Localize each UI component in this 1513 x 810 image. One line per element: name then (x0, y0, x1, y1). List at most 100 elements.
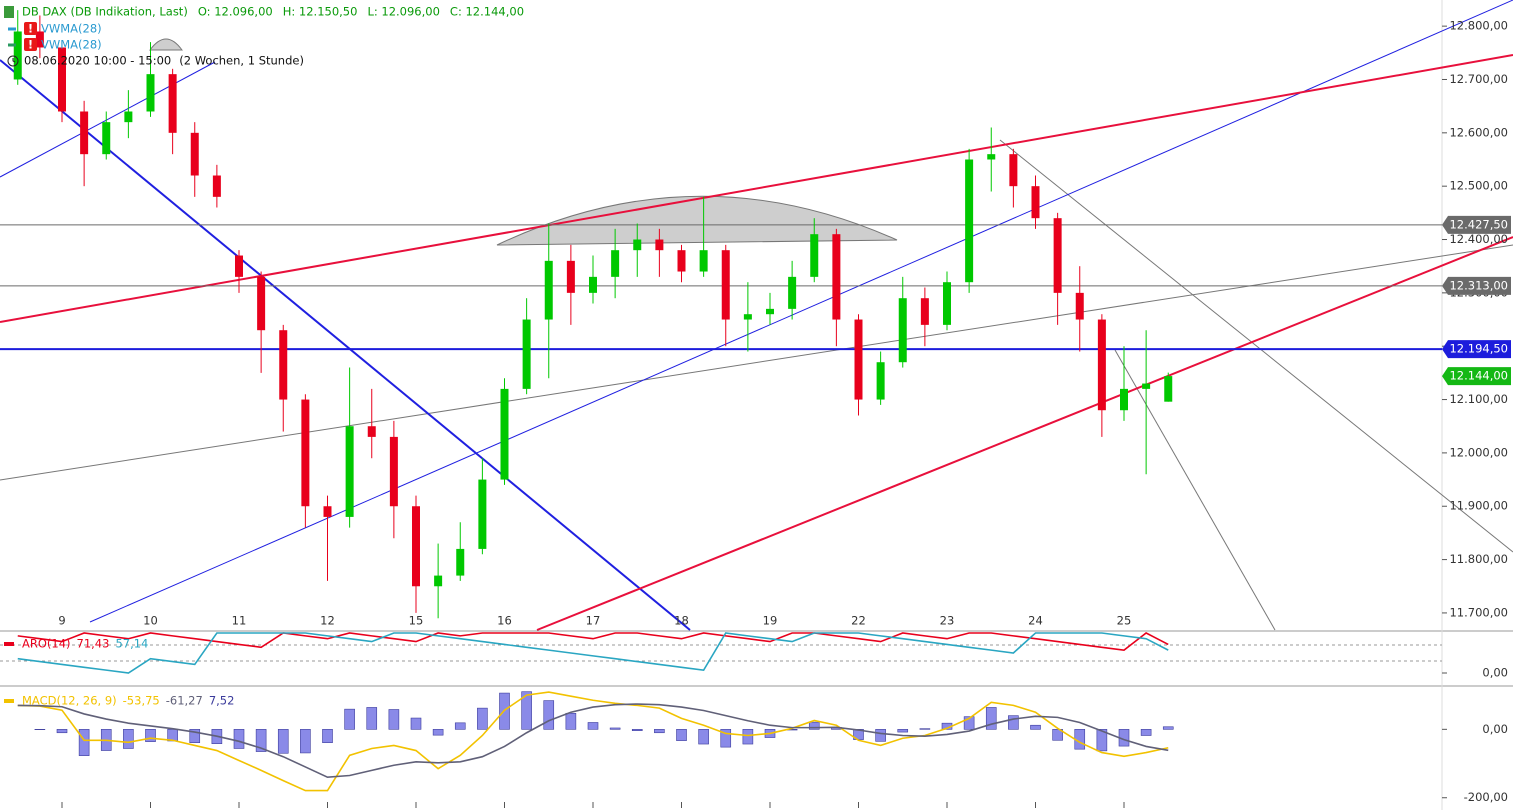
histogram-bar (123, 729, 134, 749)
histogram-bar (521, 691, 532, 730)
histogram-bar (300, 729, 311, 754)
indicator-title: ARO(14) (22, 637, 71, 651)
histogram-bar (255, 729, 267, 752)
indicator-label[interactable]: VWMA(28) (41, 38, 102, 52)
candle-body (478, 479, 487, 549)
candle-body (257, 276, 266, 331)
warning-icon[interactable] (24, 38, 37, 51)
y-tick-label: 11.700,00 (1449, 605, 1508, 619)
clock-icon (7, 55, 19, 67)
candle-body (1142, 383, 1151, 389)
level-label: 12.144,00 (1449, 369, 1508, 383)
histogram-bar (919, 728, 931, 730)
candle-body (35, 31, 44, 48)
level-tag (1442, 340, 1511, 359)
candle-body (279, 330, 288, 400)
indicator-value: 71,43 (77, 637, 110, 651)
y-tick-label: 12.700,00 (1449, 72, 1508, 86)
warning-icon[interactable] (24, 22, 37, 35)
ohlc-high: H: 12.150,50 (283, 5, 358, 19)
trend-line (1114, 349, 1276, 631)
candle-body (1120, 388, 1128, 411)
y-tick-label: 12.500,00 (1449, 179, 1508, 193)
ohlc-open: O: 12.096,00 (198, 5, 273, 19)
y-tick-label: 0,00 (1482, 722, 1508, 736)
trend-line (536, 236, 1513, 631)
y-tick-label: 12.000,00 (1449, 445, 1508, 459)
histogram-bar (1008, 715, 1019, 730)
chart-icon (4, 6, 14, 18)
indicator-label[interactable]: VWMA(28) (41, 22, 102, 36)
candle-body (456, 548, 465, 576)
histogram-bar (543, 700, 555, 730)
histogram-bar (145, 729, 156, 742)
histogram-bar (742, 729, 754, 745)
candle-body (611, 250, 620, 277)
x-tick-label: 19 (763, 614, 778, 628)
histogram-bar (1030, 724, 1041, 730)
candle-body (80, 111, 89, 155)
candle-body (876, 362, 885, 400)
candle-body (367, 426, 376, 437)
candle-body (810, 234, 819, 277)
candle-body (898, 298, 907, 363)
y-tick-label: 11.900,00 (1449, 499, 1508, 513)
legend-swatch (4, 642, 14, 646)
x-tick-label: 24 (1028, 614, 1043, 628)
candle-body (1031, 186, 1040, 219)
candle-body (965, 159, 974, 283)
histogram-bar (565, 712, 577, 730)
candle-body (190, 132, 199, 176)
candle-body (721, 250, 730, 320)
x-tick-label: 12 (320, 614, 335, 628)
candle-body (544, 260, 553, 320)
candle-body (1075, 292, 1084, 320)
candle-body (1009, 154, 1018, 187)
indicator-value: -61,27 (166, 694, 203, 708)
candle-body (301, 399, 310, 507)
histogram-bar (676, 729, 687, 741)
clock-hand (12, 58, 16, 63)
histogram-bar (654, 729, 665, 734)
warning-mark: ! (28, 38, 33, 52)
candle-body (13, 31, 22, 80)
histogram-bar (56, 729, 68, 734)
trend-line (0, 244, 1513, 481)
candle-body (677, 250, 686, 272)
histogram-bar (609, 727, 621, 730)
x-tick-label: 22 (851, 614, 866, 628)
x-tick-label: 18 (674, 614, 689, 628)
candle-body (788, 276, 797, 309)
candle-body (323, 506, 332, 517)
warning-mark: ! (28, 22, 33, 36)
trend-line (0, 61, 216, 178)
candle-body (146, 74, 155, 112)
x-tick-label: 11 (232, 614, 247, 628)
ohlc-close: C: 12.144,00 (450, 5, 524, 19)
legend-swatch (4, 699, 14, 703)
y-tick-label: 12.800,00 (1449, 19, 1508, 33)
candle-body (522, 319, 531, 389)
histogram-bar (963, 716, 975, 730)
histogram-bar (698, 729, 709, 745)
histogram-bar (1140, 729, 1152, 736)
candle-body (124, 111, 133, 123)
candle-body (345, 426, 354, 517)
histogram-bar (808, 721, 820, 730)
period-label: 08.06.2020 10:00 - 15:00 (24, 54, 171, 68)
candle-body (832, 234, 841, 320)
aroon-line (17, 632, 1169, 651)
candle-body (102, 122, 111, 155)
y-tick-label: 12.100,00 (1449, 392, 1508, 406)
histogram-bar (1096, 729, 1108, 752)
macd-line (17, 691, 1169, 792)
indicator-title: MACD(12, 26, 9) (22, 694, 117, 708)
histogram-bar (875, 729, 886, 742)
histogram-bar (322, 729, 333, 743)
histogram-bar (277, 729, 289, 754)
candle-body (389, 436, 398, 507)
histogram-bar (587, 722, 599, 730)
